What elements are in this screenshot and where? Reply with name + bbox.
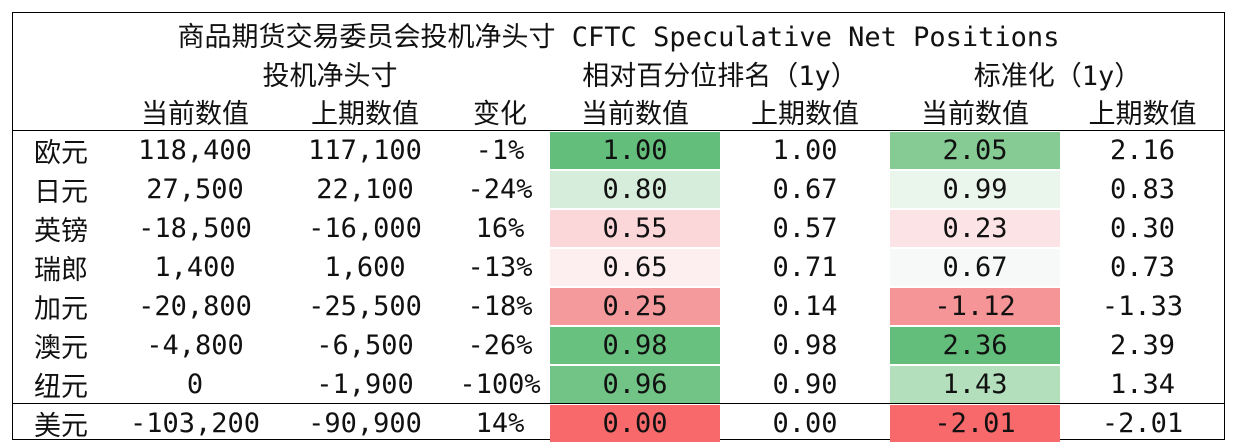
group-header: 投机净头寸 [262,60,398,92]
cell: 0.57 [772,213,838,244]
cell: -90,900 [308,408,422,439]
column-header: 当前数值 [141,98,249,130]
cell: 0.67 [890,249,1060,286]
cell: 16% [475,213,525,244]
cell: 1,400 [154,252,236,283]
cell: -16,000 [308,213,422,244]
title: 商品期货交易委员会投机净头寸 CFTC Speculative Net Posi… [177,21,1060,53]
header-rule [12,130,1225,131]
cell: 0.98 [550,327,720,364]
cell: 0.00 [772,408,838,439]
cell: 0.00 [550,405,720,442]
column-header: 上期数值 [1088,98,1197,130]
cell: 0 [186,369,204,400]
cell: -4,800 [146,330,244,361]
cell: -18,500 [138,213,252,244]
cell: -103,200 [129,408,261,439]
cell: 0.90 [772,369,838,400]
cell: 0.96 [550,366,720,403]
column-header: 变化 [473,98,527,130]
cell: 0.67 [772,174,838,205]
row-label: 日元 [34,176,88,208]
cell: -6,500 [316,330,414,361]
cell: 0.83 [1109,174,1176,205]
cell: 0.25 [550,288,720,325]
cell: 27,500 [146,174,244,205]
cell: 0.71 [772,252,838,283]
cell: -1,900 [316,369,414,400]
row-label: 澳元 [34,332,88,364]
column-header: 上期数值 [751,98,859,130]
row-label: 瑞郎 [34,254,88,286]
cell: -2.01 [1101,408,1184,439]
cell: 0.23 [890,210,1060,247]
row-label: 美元 [34,410,88,442]
cell: 1,600 [324,252,406,283]
cell: -1.12 [890,288,1060,325]
cell: -20,800 [138,291,252,322]
cell: 1.34 [1109,369,1176,400]
cell: 14% [475,408,525,439]
cell: -25,500 [308,291,422,322]
cell: 2.36 [890,327,1060,364]
cell: 1.00 [550,132,720,169]
row-label: 英镑 [34,215,88,247]
cell: 1.43 [890,366,1060,403]
cell: 0.65 [550,249,720,286]
cell: -18% [467,291,533,322]
cell: -100% [459,369,541,400]
cell: -24% [467,174,533,205]
group-header: 相对百分位排名（1y） [582,60,858,92]
cell: 0.14 [772,291,838,322]
cell: 0.80 [550,171,720,208]
cell: 0.73 [1109,252,1176,283]
column-header: 当前数值 [921,98,1029,130]
cell: 2.05 [890,132,1060,169]
group-header: 标准化（1y） [973,60,1142,92]
cell: 117,100 [308,135,422,166]
cell: 118,400 [138,135,252,166]
column-header: 上期数值 [311,98,419,130]
cell: 1.00 [772,135,838,166]
cell: -1.33 [1101,291,1184,322]
row-label: 加元 [34,293,88,325]
cell: 0.55 [550,210,720,247]
cell: -1% [475,135,525,166]
cell: 0.98 [772,330,838,361]
row-label: 欧元 [34,137,88,169]
cell: 2.16 [1109,135,1176,166]
usd-rule [12,403,1225,404]
cell: 2.39 [1109,330,1176,361]
cell: 22,100 [316,174,414,205]
column-header: 当前数值 [581,98,689,130]
cell: 0.99 [890,171,1060,208]
cell: -2.01 [890,405,1060,442]
cell: 0.30 [1109,213,1176,244]
cell: -13% [467,252,533,283]
cell: -26% [467,330,533,361]
row-label: 纽元 [34,371,88,403]
